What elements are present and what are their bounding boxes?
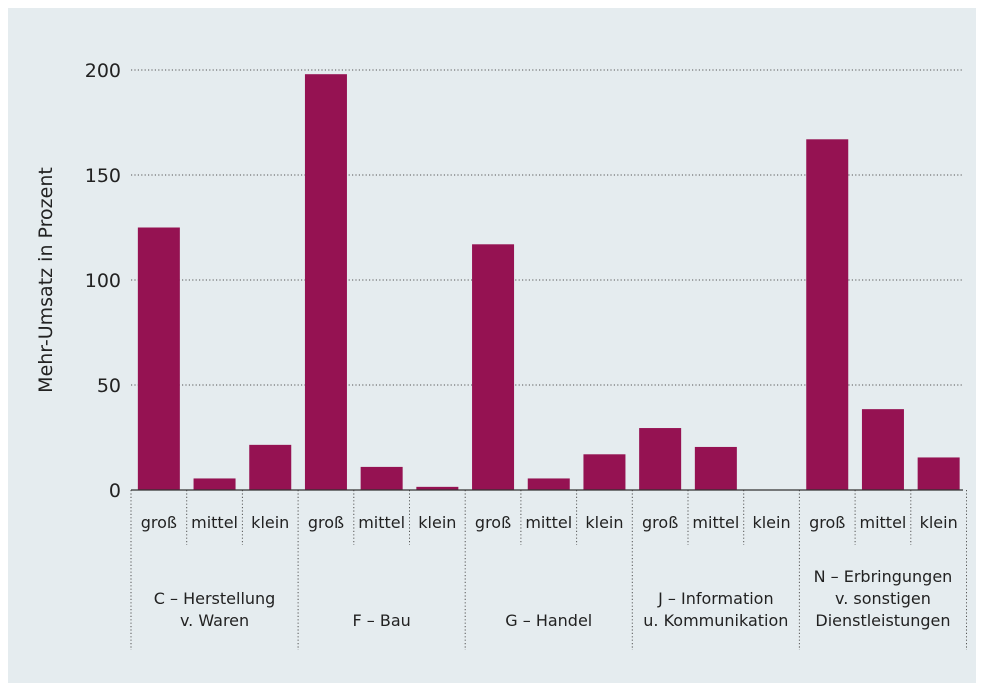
group-label: u. Kommunikation <box>643 611 788 630</box>
y-tick-label: 200 <box>85 60 121 82</box>
group-label: C – Herstellung <box>154 589 276 608</box>
bar <box>583 454 626 490</box>
x-tick-label: mittel <box>692 513 739 532</box>
bar <box>917 457 960 490</box>
bar <box>527 478 570 490</box>
group-label: Dienstleistungen <box>815 611 950 630</box>
group-label: v. sonstigen <box>835 589 931 608</box>
x-tick-label: klein <box>920 513 958 532</box>
y-tick-label: 0 <box>109 480 121 502</box>
bar <box>193 478 236 490</box>
x-tick-label: mittel <box>358 513 405 532</box>
gridlines <box>131 69 963 386</box>
bar <box>249 444 292 490</box>
bar <box>472 244 515 490</box>
labels: 0 50 100 150 200 groß mittel klein C – Herstellu… <box>85 60 958 630</box>
group-label: G – Handel <box>505 611 592 630</box>
group-label: N – Erbringungen <box>814 567 953 586</box>
bar <box>360 466 403 490</box>
group-label: J – Information <box>657 589 774 608</box>
bar <box>304 74 347 490</box>
bars <box>137 74 960 491</box>
y-tick-label: 50 <box>97 375 121 397</box>
y-tick-label: 150 <box>85 165 121 187</box>
x-tick-label: groß <box>308 513 344 532</box>
x-tick-label: groß <box>809 513 845 532</box>
y-axis-label: Mehr-Umsatz in Prozent <box>35 167 57 393</box>
y-tick-label: 100 <box>85 270 121 292</box>
x-tick-label: klein <box>585 513 623 532</box>
bar <box>416 486 459 490</box>
x-tick-label: groß <box>642 513 678 532</box>
x-tick-label: mittel <box>860 513 907 532</box>
x-tick-label: mittel <box>525 513 572 532</box>
x-tick-label: klein <box>752 513 790 532</box>
x-tick-label: groß <box>475 513 511 532</box>
x-tick-label: groß <box>141 513 177 532</box>
x-tick-label: klein <box>418 513 456 532</box>
bar <box>861 409 904 490</box>
group-label: F – Bau <box>353 611 411 630</box>
group-label: v. Waren <box>180 611 249 630</box>
bar <box>137 227 180 490</box>
x-tick-label: mittel <box>191 513 238 532</box>
axes <box>130 489 967 650</box>
bar <box>639 428 682 490</box>
bar <box>694 446 737 490</box>
x-tick-label: klein <box>251 513 289 532</box>
bar <box>806 139 849 491</box>
